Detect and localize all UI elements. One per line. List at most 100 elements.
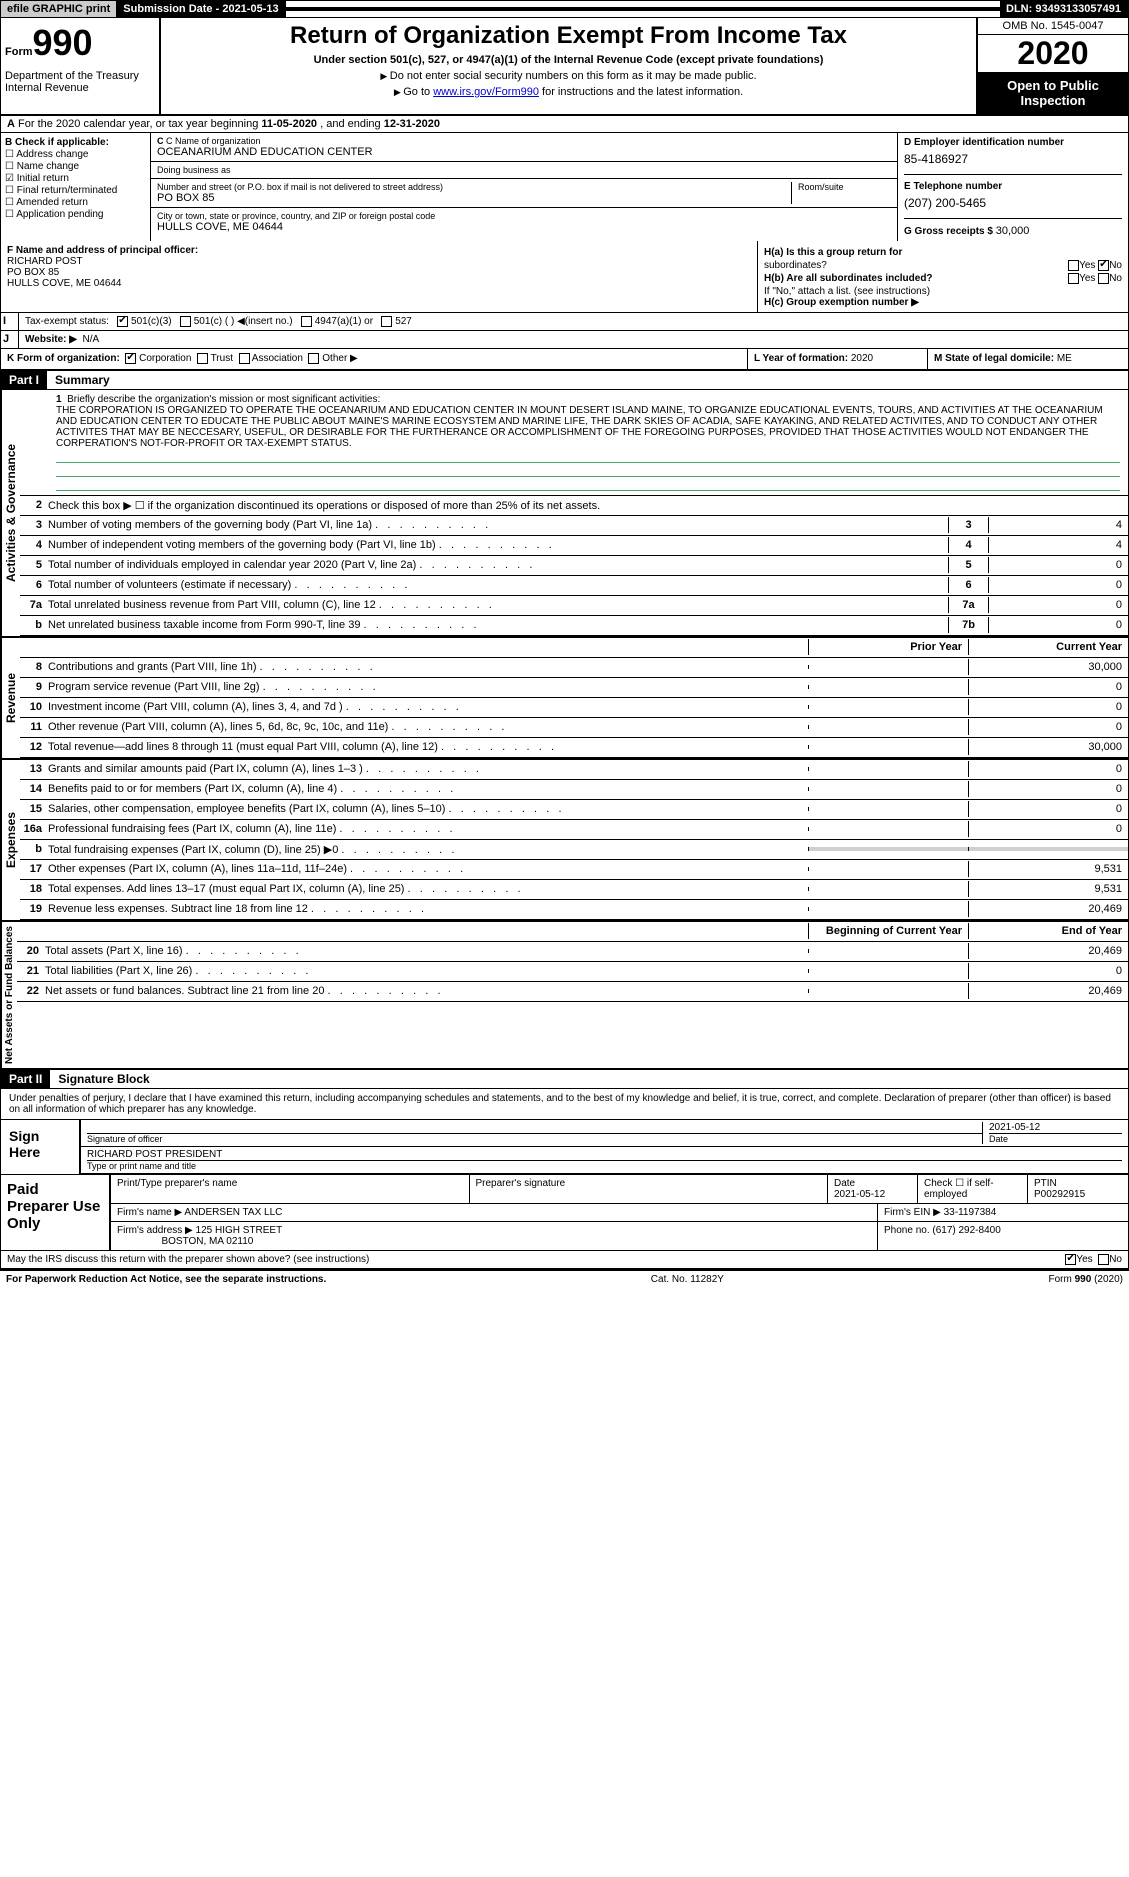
top-bar: efile GRAPHIC print Submission Date - 20…: [0, 0, 1129, 18]
perjury-statement: Under penalties of perjury, I declare th…: [1, 1089, 1128, 1120]
signature-block: Under penalties of perjury, I declare th…: [0, 1089, 1129, 1175]
org-name-field: C C Name of organization OCEANARIUM AND …: [151, 133, 897, 162]
topbar-spacer: [286, 7, 1000, 11]
cb-amended-return[interactable]: ☐ Amended return: [5, 197, 146, 208]
row-a-tax-year: A For the 2020 calendar year, or tax yea…: [0, 114, 1129, 133]
irs-link[interactable]: www.irs.gov/Form990: [433, 86, 539, 98]
vlabel-activities-governance: Activities & Governance: [1, 390, 20, 636]
open-to-public-badge: Open to Public Inspection: [978, 72, 1128, 114]
summary-line: 17Other expenses (Part IX, column (A), l…: [20, 860, 1128, 880]
street-field: Number and street (or P.O. box if mail i…: [151, 179, 897, 208]
group-return-section: H(a) Is this a group return for subordin…: [758, 241, 1128, 312]
summary-line: 13Grants and similar amounts paid (Part …: [20, 760, 1128, 780]
gross-receipts-field: G Gross receipts $ 30,000: [904, 225, 1122, 237]
vlabel-revenue: Revenue: [1, 638, 20, 758]
net-assets-header-row: Beginning of Current Year End of Year: [17, 922, 1128, 942]
summary-line: 15Salaries, other compensation, employee…: [20, 800, 1128, 820]
phone-field: E Telephone number (207) 200-5465: [904, 181, 1122, 219]
row-klm: K Form of organization: Corporation Trus…: [0, 349, 1129, 370]
vlabel-net-assets: Net Assets or Fund Balances: [1, 922, 17, 1068]
paid-preparer-block: Paid Preparer Use Only Print/Type prepar…: [0, 1175, 1129, 1251]
summary-line: 20Total assets (Part X, line 16)20,469: [17, 942, 1128, 962]
hc-label: H(c) Group exemption number ▶: [764, 297, 919, 308]
discuss-yes-checkbox[interactable]: [1065, 1254, 1076, 1265]
part2-header: Part II Signature Block: [0, 1070, 1129, 1089]
mission-text: THE CORPORATION IS ORGANIZED TO OPERATE …: [56, 405, 1120, 449]
summary-line: 12Total revenue—add lines 8 through 11 (…: [20, 738, 1128, 758]
instructions-link-line: Go to www.irs.gov/Form990 for instructio…: [169, 86, 968, 98]
prep-sig-header: Preparer's signature: [470, 1175, 829, 1203]
net-assets-section: Net Assets or Fund Balances Beginning of…: [0, 920, 1129, 1070]
paid-preparer-label: Paid Preparer Use Only: [1, 1175, 111, 1250]
summary-line: 7aTotal unrelated business revenue from …: [20, 596, 1128, 616]
cb-527[interactable]: [381, 316, 392, 327]
cb-corporation[interactable]: [125, 353, 136, 364]
revenue-section: Revenue Prior Year Current Year 8Contrib…: [0, 636, 1129, 758]
cb-501c[interactable]: [180, 316, 191, 327]
cb-name-change[interactable]: ☐ Name change: [5, 161, 146, 172]
ein-field: D Employer identification number 85-4186…: [904, 137, 1122, 175]
part1-header: Part I Summary: [0, 371, 1129, 390]
cb-address-change[interactable]: ☐ Address change: [5, 149, 146, 160]
revenue-header-row: Prior Year Current Year: [20, 638, 1128, 658]
cb-final-return[interactable]: ☐ Final return/terminated: [5, 185, 146, 196]
form-number: Form990: [5, 22, 155, 64]
form-title: Return of Organization Exempt From Incom…: [169, 22, 968, 50]
department-label: Department of the Treasury Internal Reve…: [5, 64, 155, 94]
summary-line: 6Total number of volunteers (estimate if…: [20, 576, 1128, 596]
cb-trust[interactable]: [197, 353, 208, 364]
summary-line: 19Revenue less expenses. Subtract line 1…: [20, 900, 1128, 920]
dln-label: DLN: 93493133057491: [1000, 1, 1128, 17]
cb-initial-return[interactable]: ☑ Initial return: [5, 173, 146, 184]
ssn-warning: Do not enter social security numbers on …: [169, 70, 968, 82]
submission-date-label: Submission Date - 2021-05-13: [117, 1, 285, 17]
sig-name: RICHARD POST PRESIDENT: [87, 1149, 1122, 1160]
hb-note: If "No," attach a list. (see instruction…: [764, 286, 1122, 297]
col-b-checkboxes: B Check if applicable: ☐ Address change …: [1, 133, 151, 241]
cb-other[interactable]: [308, 353, 319, 364]
sig-officer-label: Signature of officer: [87, 1133, 982, 1144]
city-field: City or town, state or province, country…: [151, 208, 897, 236]
discuss-no-checkbox[interactable]: [1098, 1254, 1109, 1265]
summary-line: 11Other revenue (Part VIII, column (A), …: [20, 718, 1128, 738]
summary-line: 3Number of voting members of the governi…: [20, 516, 1128, 536]
summary-line: 14Benefits paid to or for members (Part …: [20, 780, 1128, 800]
omb-number: OMB No. 1545-0047: [978, 18, 1128, 35]
form-subtitle: Under section 501(c), 527, or 4947(a)(1)…: [169, 54, 968, 66]
mission-block: 1 Briefly describe the organization's mi…: [20, 390, 1128, 496]
summary-line: 21Total liabilities (Part X, line 26)0: [17, 962, 1128, 982]
summary-line: 8Contributions and grants (Part VIII, li…: [20, 658, 1128, 678]
prep-name-header: Print/Type preparer's name: [111, 1175, 470, 1203]
summary-line: 9Program service revenue (Part VIII, lin…: [20, 678, 1128, 698]
summary-line: 4Number of independent voting members of…: [20, 536, 1128, 556]
tax-year: 2020: [978, 35, 1128, 72]
summary-line: 16aProfessional fundraising fees (Part I…: [20, 820, 1128, 840]
expenses-section: Expenses 13Grants and similar amounts pa…: [0, 758, 1129, 920]
efile-button[interactable]: efile GRAPHIC print: [1, 1, 117, 17]
section-fh: F Name and address of principal officer:…: [0, 241, 1129, 313]
ha-no-checkbox[interactable]: [1098, 260, 1109, 271]
page-footer: For Paperwork Reduction Act Notice, see …: [0, 1269, 1129, 1288]
dba-field: Doing business as: [151, 162, 897, 179]
part1-body: Activities & Governance 1 Briefly descri…: [0, 390, 1129, 636]
sign-here-label: Sign Here: [1, 1120, 81, 1174]
form-header: Form990 Department of the Treasury Inter…: [0, 18, 1129, 114]
line-2: 2Check this box ▶ ☐ if the organization …: [20, 496, 1128, 516]
cb-4947[interactable]: [301, 316, 312, 327]
hb-no-checkbox[interactable]: [1098, 273, 1109, 284]
summary-line: 22Net assets or fund balances. Subtract …: [17, 982, 1128, 1002]
cb-application-pending[interactable]: ☐ Application pending: [5, 209, 146, 220]
vlabel-expenses: Expenses: [1, 760, 20, 920]
cb-501c3[interactable]: [117, 316, 128, 327]
summary-line: 5Total number of individuals employed in…: [20, 556, 1128, 576]
summary-line: 18Total expenses. Add lines 13–17 (must …: [20, 880, 1128, 900]
self-employed-check[interactable]: Check ☐ if self-employed: [918, 1175, 1028, 1203]
row-i-tax-exempt: I Tax-exempt status: 501(c)(3) 501(c) ( …: [0, 313, 1129, 331]
ha-yes-checkbox[interactable]: [1068, 260, 1079, 271]
summary-line: bTotal fundraising expenses (Part IX, co…: [20, 840, 1128, 860]
principal-officer: F Name and address of principal officer:…: [1, 241, 758, 312]
cb-association[interactable]: [239, 353, 250, 364]
section-bcd: B Check if applicable: ☐ Address change …: [0, 133, 1129, 241]
sig-date: 2021-05-12: [989, 1122, 1122, 1133]
hb-yes-checkbox[interactable]: [1068, 273, 1079, 284]
